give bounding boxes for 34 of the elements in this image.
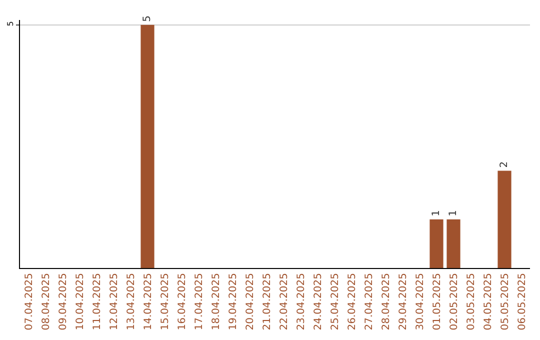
x-tick-label: 17.04.2025 [194,273,205,330]
data-label: 1 [448,210,459,216]
x-tick-label: 25.04.2025 [330,273,341,330]
data-label: 1 [431,210,442,216]
x-tick-label: 30.04.2025 [414,273,426,330]
x-tick-label: 24.04.2025 [312,273,324,330]
x-tick-label: 15.04.2025 [160,273,171,330]
x-tick-label: 18.04.2025 [210,273,222,330]
x-tick-label: 08.04.2025 [40,273,52,330]
x-tick-label: 19.04.2025 [228,273,239,330]
x-tick-label: 02.05.2025 [448,273,460,330]
x-tick-label: 20.04.2025 [244,273,256,330]
x-tick-label: 12.04.2025 [108,273,120,330]
x-tick-label: 04.05.2025 [482,273,494,330]
x-tick-label: 11.04.2025 [92,273,103,330]
x-tick-label: 05.05.2025 [500,273,511,330]
x-tick-label: 23.04.2025 [296,273,307,330]
x-tick-label: 28.04.2025 [380,273,392,330]
x-tick-label: 09.04.2025 [58,273,69,330]
data-label: 5 [142,15,153,22]
x-tick-label: 26.04.2025 [346,273,358,330]
x-tick-label: 22.04.2025 [278,273,290,330]
x-tick-label: 16.04.2025 [176,273,188,330]
x-tick-label: 29.04.2025 [398,273,409,330]
x-tick-label: 27.04.2025 [364,273,375,330]
x-tick-label: 03.05.2025 [466,273,477,330]
x-tick-label: 07.04.2025 [24,273,35,330]
x-tick-label: 13.04.2025 [126,273,137,330]
x-tick-label: 10.04.2025 [74,273,86,330]
x-tick-label: 06.05.2025 [516,273,528,330]
x-tick-label: 01.05.2025 [432,273,443,330]
x-tick-label: 21.04.2025 [262,273,273,330]
data-label: 2 [499,161,510,168]
x-tick-label: 14.04.2025 [142,273,154,330]
